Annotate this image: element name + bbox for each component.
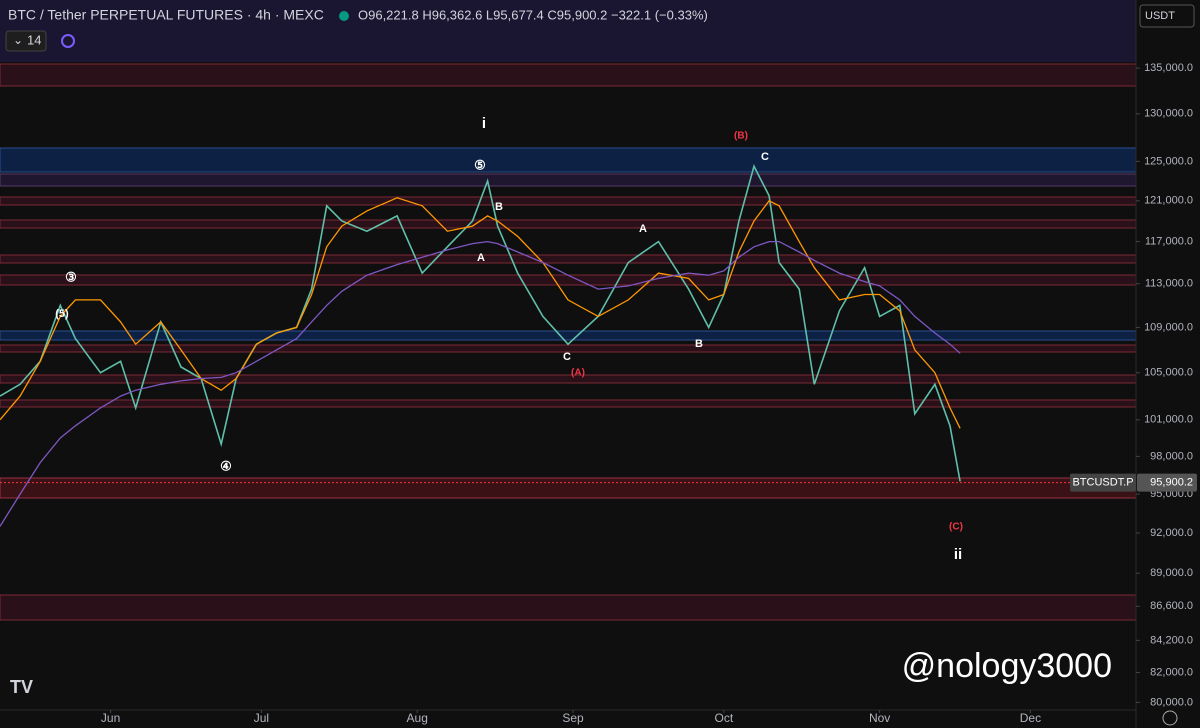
currency-button[interactable] (1139, 4, 1195, 28)
zone (0, 254, 1137, 264)
x-tick-label: Dec (1020, 711, 1041, 725)
y-tick-label: 92,000.0 (1150, 527, 1193, 539)
x-tick-label: Aug (407, 711, 428, 725)
y-tick-label: 101,000.0 (1144, 414, 1193, 426)
last-price-value-bg (1137, 473, 1197, 492)
wave-label: B (495, 201, 503, 213)
wave-label: C (761, 151, 769, 163)
zone (0, 0, 1136, 62)
y-tick-label: 86,600.0 (1150, 600, 1193, 612)
zone (0, 173, 1137, 187)
zone (0, 477, 1137, 499)
y-tick-label: 105,000.0 (1144, 367, 1193, 379)
currency: USDT (1145, 10, 1175, 22)
last-price-name: BTCUSDT.P (1072, 477, 1133, 489)
wave-label: (A) (571, 368, 585, 379)
y-tick-label: 89,000.0 (1150, 567, 1193, 579)
logo: TV (10, 677, 33, 697)
wave-label: A (639, 223, 647, 235)
wave-label: ii (954, 546, 962, 563)
zone (0, 399, 1137, 408)
watermark: @nology3000 (902, 647, 1112, 685)
y-tick-label: 113,000.0 (1145, 278, 1193, 290)
y-tick-label: 98,000.0 (1150, 450, 1193, 462)
x-tick-label: Oct (714, 711, 733, 725)
zone (0, 374, 1137, 384)
x-tick-label: Jun (101, 711, 120, 725)
status-dot (339, 11, 349, 21)
chevron: ⌄ (13, 33, 23, 47)
y-tick-label: 125,000.0 (1144, 155, 1193, 167)
zone (0, 196, 1137, 206)
y-tick-label: 130,000.0 (1144, 108, 1193, 120)
wave-label: ③ (65, 269, 77, 284)
ohlc: O96,221.8 H96,362.6 L95,677.4 C95,900.2 … (358, 7, 708, 22)
last-price-name-bg (1070, 473, 1136, 492)
x-tick-label: Nov (869, 711, 890, 725)
plot: 135,000.0 130,000.0 125,000.0 121,000.0 117,… (0, 62, 1197, 725)
series-line (0, 240, 961, 527)
y-tick-label: 117,000.0 (1145, 235, 1193, 247)
y-tick-label: 109,000.0 (1144, 321, 1193, 333)
wave-label: ④ (220, 458, 232, 473)
wave-label: A (477, 252, 485, 264)
x-tick-label: Sep (562, 711, 584, 725)
indicator-toggle[interactable] (5, 30, 47, 52)
symbol: BTC / Tether PERPETUAL FUTURES · 4h · ME… (8, 7, 324, 23)
zone (0, 63, 1137, 87)
x-tick-label: Jul (254, 711, 269, 725)
wave-label: i (482, 115, 486, 132)
wave-label: B (695, 338, 703, 350)
y-tick-label: 84,200.0 (1150, 634, 1193, 646)
wave-label: (B) (734, 131, 748, 142)
indicator-count: 14 (27, 32, 41, 47)
y-tick-label: 80,000.0 (1150, 696, 1193, 708)
zone (0, 147, 1137, 173)
last-price-value: 95,900.2 (1150, 477, 1193, 489)
wave-label: (5) (55, 308, 69, 320)
wave-label: C (563, 351, 571, 363)
zone (0, 594, 1137, 621)
y-tick-label: 82,000.0 (1150, 666, 1193, 678)
series-line (0, 197, 961, 429)
y-tick-label: 121,000.0 (1144, 195, 1193, 207)
settings-icon[interactable] (1162, 710, 1178, 726)
wave-label: (C) (949, 522, 963, 533)
zone (0, 274, 1137, 286)
sync-icon[interactable] (61, 34, 75, 48)
y-tick-label: 135,000.0 (1144, 62, 1193, 74)
wave-label: ⑤ (474, 157, 486, 172)
zone (0, 219, 1137, 229)
